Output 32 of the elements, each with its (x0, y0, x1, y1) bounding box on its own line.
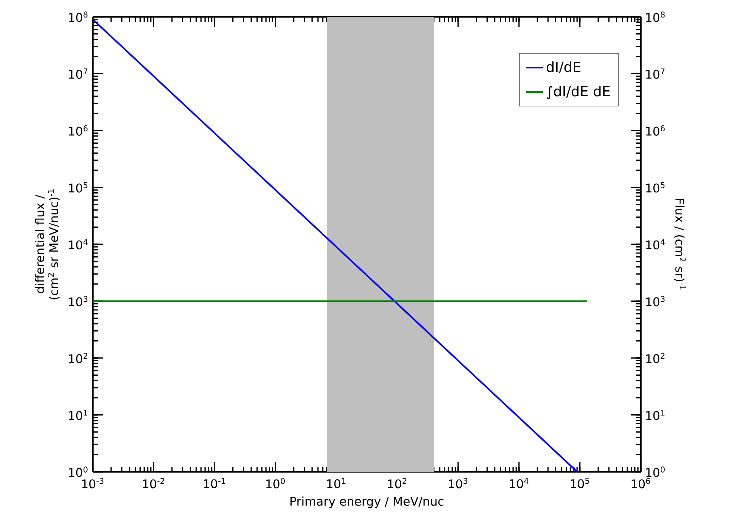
legend-label: ∫dI/dE dE (547, 86, 610, 100)
text: 10$^{2}$ (646, 353, 665, 364)
x-tick-label: 10$^{6}$ (632, 478, 650, 489)
y-tick-label: 10$^{0}$ (69, 466, 88, 478)
x-tick-label: 10$^{3}$ (449, 478, 468, 489)
text: 10$^{5}$ (646, 182, 665, 193)
y-tick-label: 10$^{3}$ (69, 296, 88, 307)
x-tick-label: 10$^{-2}$ (143, 478, 164, 489)
x-tick-label: 10$^{-1}$ (204, 478, 226, 489)
text: 10$^{7}$ (646, 68, 665, 80)
x-tick-label: 10$^{1}$ (327, 478, 346, 489)
text: 10$^{3}$ (646, 296, 665, 307)
x-tick-label: 10$^{4}$ (510, 478, 529, 489)
text: 10$^{8}$ (646, 12, 665, 22)
y-tick-label: 10$^{4}$ (69, 239, 88, 250)
y-tick-label: 10$^{7}$ (69, 68, 88, 80)
x-axis-title: Primary energy / MeV/nuc (290, 496, 444, 508)
x-tick-label: 10$^{2}$ (388, 478, 407, 489)
x-tick-label: 10$^{5}$ (571, 478, 590, 489)
text: 10$^{1}$ (646, 410, 665, 420)
y-tick-label: 10$^{5}$ (69, 182, 88, 193)
x-tick-label: 10$^{-3}$ (82, 478, 104, 489)
text: 10$^{0}$ (646, 466, 665, 478)
y-tick-label: 10$^{2}$ (69, 353, 88, 364)
y-tick-label: 10$^{1}$ (69, 410, 88, 420)
y2-axis-title: Flux / (cm$^{2}$ sr)$^{-1}$ (674, 199, 686, 290)
x-tick-label: 10$^{0}$ (266, 478, 286, 489)
text: 10$^{4}$ (646, 239, 666, 250)
legend-label: dI/dE (546, 62, 581, 74)
y-tick-label: 10$^{6}$ (69, 126, 88, 136)
text: 10$^{6}$ (646, 126, 665, 136)
y-tick-label: 10$^{8}$ (69, 12, 88, 22)
